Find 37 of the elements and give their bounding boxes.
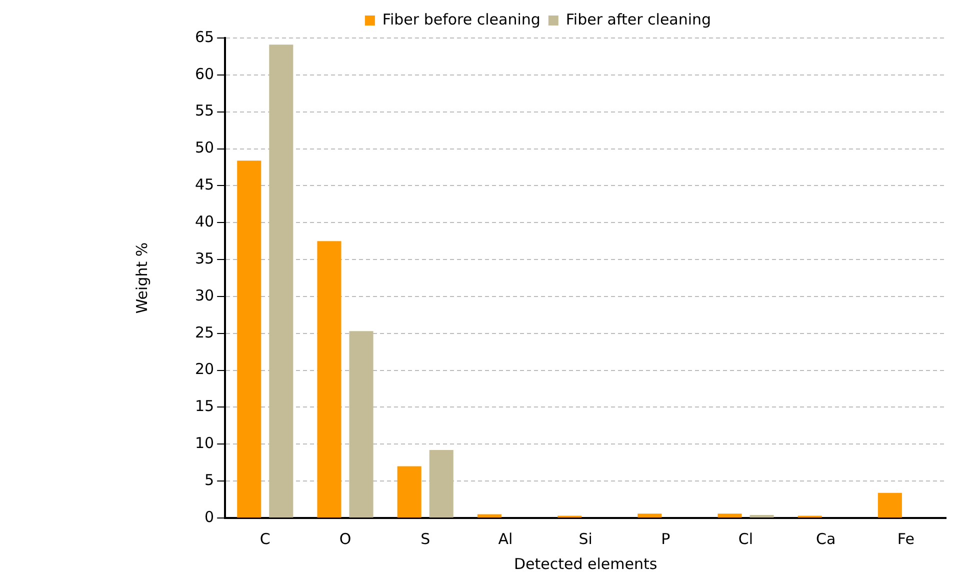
x-tick-label: Al — [498, 530, 513, 548]
y-tick-label: 50 — [194, 138, 214, 157]
y-tick-label: 60 — [194, 64, 214, 83]
bar — [349, 331, 374, 518]
y-tick-label: 45 — [194, 176, 214, 194]
y-tick-label: 0 — [204, 508, 214, 526]
y-tick-label: 5 — [204, 470, 214, 489]
bar — [477, 514, 502, 518]
y-tick-label: 35 — [194, 249, 214, 268]
y-tick-label: 15 — [194, 397, 214, 416]
x-axis-title: Detected elements — [514, 554, 658, 573]
y-tick-label: 20 — [194, 360, 214, 378]
y-tick-label: 10 — [194, 434, 214, 452]
bar — [269, 44, 294, 518]
x-tick-label: C — [260, 530, 270, 548]
y-tick-label: 65 — [194, 28, 214, 46]
x-tick-label: Ca — [816, 530, 836, 548]
legend-label: Fiber after cleaning — [566, 10, 712, 28]
x-tick-label: Si — [578, 530, 592, 548]
x-tick-label: P — [661, 530, 670, 548]
y-tick-label: 25 — [194, 323, 214, 342]
x-tick-label: O — [339, 530, 352, 548]
y-tick-label: 40 — [194, 212, 214, 231]
y-tick-label: 30 — [194, 286, 214, 304]
x-tick-label: Fe — [897, 530, 914, 548]
bar — [878, 492, 902, 518]
legend-label: Fiber before cleaning — [382, 10, 540, 28]
y-tick-label: 55 — [194, 102, 214, 120]
x-tick-label: S — [420, 530, 430, 548]
bar — [718, 514, 742, 518]
bar — [638, 514, 662, 518]
bar — [397, 466, 422, 518]
bar — [429, 450, 454, 518]
y-axis-title: Weight % — [132, 242, 151, 314]
bar — [237, 160, 262, 518]
x-tick-label: Cl — [738, 530, 754, 548]
bar — [317, 241, 342, 518]
